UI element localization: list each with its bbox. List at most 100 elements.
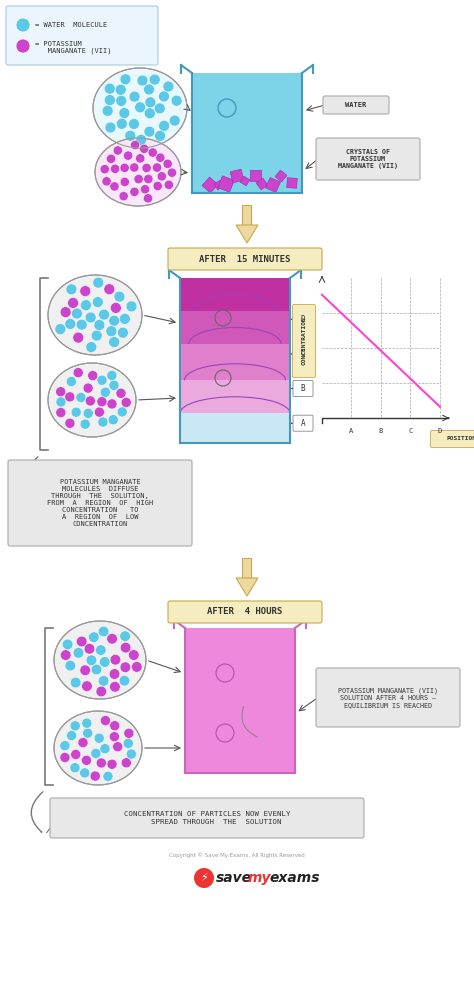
FancyBboxPatch shape [316, 138, 420, 180]
Circle shape [124, 151, 133, 161]
Circle shape [118, 327, 128, 338]
Circle shape [169, 115, 180, 126]
Circle shape [83, 408, 93, 418]
Circle shape [104, 95, 115, 105]
Circle shape [119, 676, 130, 686]
Text: B: B [301, 385, 305, 393]
Circle shape [144, 174, 153, 183]
Circle shape [115, 84, 126, 95]
Circle shape [82, 728, 92, 738]
Circle shape [60, 307, 71, 317]
Circle shape [88, 371, 98, 381]
FancyBboxPatch shape [430, 430, 474, 448]
Circle shape [114, 291, 125, 302]
FancyBboxPatch shape [293, 415, 313, 431]
Circle shape [103, 771, 113, 781]
Circle shape [155, 103, 165, 114]
Circle shape [110, 165, 119, 173]
Circle shape [76, 636, 87, 647]
Circle shape [91, 748, 101, 758]
Text: = POTASSIUM
   MANGANATE (VII): = POTASSIUM MANGANATE (VII) [35, 41, 111, 55]
FancyBboxPatch shape [6, 6, 158, 65]
Text: POTASSIUM MANGANATE
MOLECULES  DIFFUSE
THROUGH  THE  SOLUTION,
FROM  A  REGION  : POTASSIUM MANGANATE MOLECULES DIFFUSE TH… [47, 479, 153, 527]
Text: CONCENTRATION OF PARTICLES NOW EVENLY
    SPREAD THROUGH  THE  SOLUTION: CONCENTRATION OF PARTICLES NOW EVENLY SP… [124, 812, 290, 825]
Circle shape [140, 184, 150, 194]
Circle shape [94, 733, 104, 743]
Circle shape [107, 633, 118, 644]
Text: WATER: WATER [346, 102, 366, 108]
Circle shape [128, 650, 139, 660]
FancyBboxPatch shape [293, 311, 313, 327]
FancyBboxPatch shape [50, 798, 364, 838]
Circle shape [157, 171, 166, 181]
Circle shape [86, 342, 97, 353]
Circle shape [60, 752, 70, 762]
Text: my: my [248, 871, 272, 885]
Text: C: C [409, 428, 413, 434]
Text: CONCENTRATION: CONCENTRATION [301, 317, 307, 366]
Circle shape [83, 384, 93, 393]
Circle shape [194, 868, 214, 888]
Circle shape [65, 391, 75, 402]
Circle shape [86, 655, 97, 666]
Text: D: D [301, 315, 305, 324]
Circle shape [155, 131, 165, 142]
Circle shape [96, 758, 106, 768]
Circle shape [129, 91, 140, 102]
Circle shape [121, 397, 131, 407]
Circle shape [73, 647, 84, 658]
Circle shape [136, 154, 145, 163]
Circle shape [120, 662, 131, 673]
FancyArrowPatch shape [31, 792, 43, 832]
Circle shape [99, 309, 109, 320]
Circle shape [73, 368, 83, 378]
Circle shape [55, 324, 66, 335]
Circle shape [60, 740, 70, 750]
Circle shape [159, 121, 170, 131]
Circle shape [125, 131, 136, 141]
Circle shape [139, 145, 149, 154]
Circle shape [104, 283, 115, 294]
Ellipse shape [93, 68, 187, 148]
Circle shape [149, 74, 160, 85]
Circle shape [171, 95, 182, 106]
Circle shape [16, 18, 30, 32]
Circle shape [102, 176, 111, 186]
Circle shape [84, 643, 95, 654]
Circle shape [71, 749, 81, 759]
Circle shape [137, 75, 148, 86]
Circle shape [97, 376, 107, 385]
Circle shape [104, 83, 115, 94]
Circle shape [153, 181, 162, 190]
Circle shape [109, 669, 120, 679]
Text: AFTER  4 HOURS: AFTER 4 HOURS [207, 607, 283, 616]
Circle shape [70, 720, 80, 730]
Bar [180, 278, 290, 311]
Text: C: C [301, 350, 305, 359]
Circle shape [92, 296, 103, 307]
Text: ⚡: ⚡ [200, 873, 208, 883]
Circle shape [76, 392, 86, 402]
Circle shape [78, 737, 88, 747]
Circle shape [94, 407, 104, 417]
FancyBboxPatch shape [316, 668, 460, 727]
Circle shape [144, 193, 153, 203]
Circle shape [113, 741, 123, 752]
Circle shape [80, 665, 91, 676]
Circle shape [142, 164, 151, 172]
Circle shape [110, 654, 121, 665]
Text: Copyright © Save My Exams. All Rights Reserved: Copyright © Save My Exams. All Rights Re… [169, 852, 305, 858]
Circle shape [56, 386, 66, 396]
Circle shape [108, 415, 118, 425]
Circle shape [65, 318, 76, 329]
Circle shape [65, 660, 76, 671]
Circle shape [158, 91, 169, 102]
Circle shape [116, 95, 127, 106]
Circle shape [144, 84, 155, 95]
Circle shape [89, 632, 99, 642]
FancyArrowPatch shape [25, 457, 38, 502]
Circle shape [120, 642, 131, 653]
Bar [185, 628, 295, 773]
Text: B: B [379, 428, 383, 434]
Circle shape [109, 315, 119, 326]
